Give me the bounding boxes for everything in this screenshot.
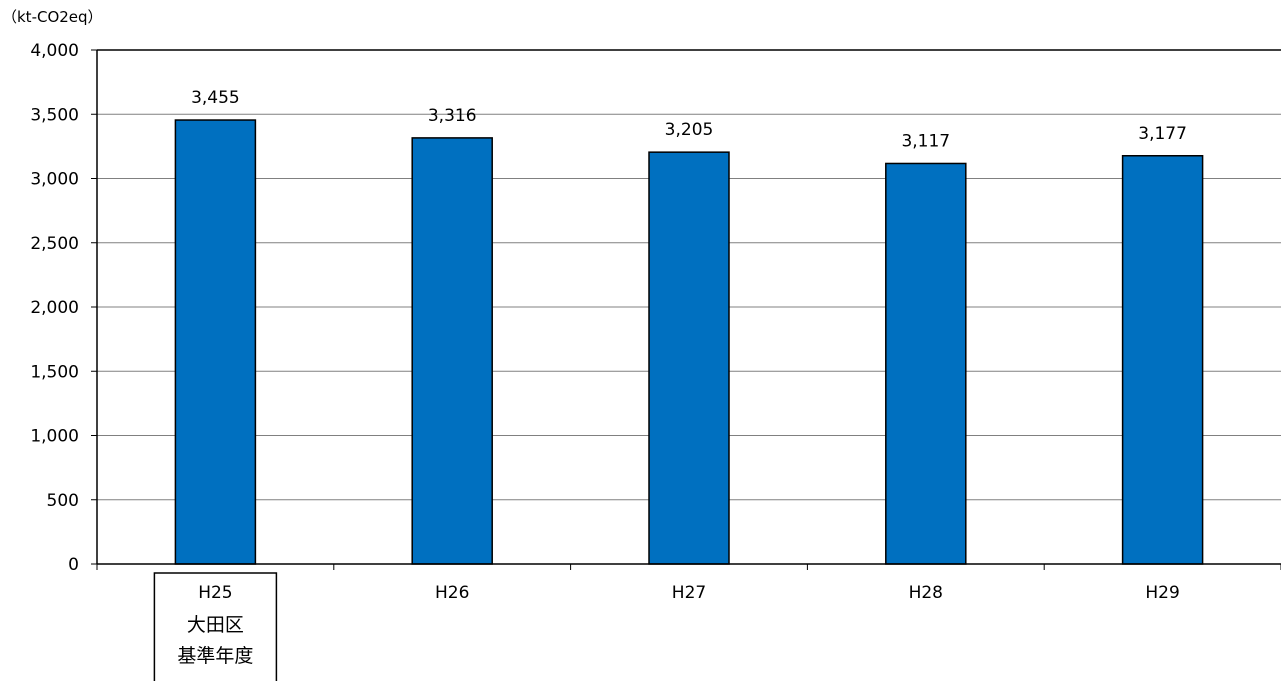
data-label: 3,205 bbox=[665, 120, 714, 140]
y-tick-label: 4,000 bbox=[30, 41, 79, 61]
y-tick-labels: 0 500 1,000 1,500 2,000 2,500 3,000 3,500 4,000 bbox=[30, 41, 79, 575]
data-label: 3,117 bbox=[901, 131, 950, 151]
base-year-note: 基準年度 bbox=[177, 645, 253, 667]
axes bbox=[91, 49, 1281, 570]
y-tick-label: 1,500 bbox=[30, 362, 79, 382]
y-tick-label: 500 bbox=[47, 491, 79, 511]
x-tick-label: H28 bbox=[909, 583, 943, 603]
bar bbox=[1121, 155, 1204, 565]
bar bbox=[174, 119, 257, 565]
y-tick-label: 2,000 bbox=[30, 298, 79, 318]
x-tick-label: H27 bbox=[672, 583, 706, 603]
y-tick-label: 1,000 bbox=[30, 427, 79, 447]
y-tick-label: 3,000 bbox=[30, 170, 79, 190]
base-year-note: 大田区 bbox=[187, 614, 244, 636]
data-labels: 3,455 3,316 3,205 3,117 3,177 bbox=[191, 88, 1187, 151]
y-tick-label: 2,500 bbox=[30, 234, 79, 254]
y-tick-label: 0 bbox=[68, 555, 79, 575]
data-label: 3,316 bbox=[428, 106, 477, 126]
bar bbox=[648, 151, 730, 565]
data-label: 3,455 bbox=[191, 88, 240, 108]
y-axis-unit-label: （kt-CO2eq） bbox=[2, 8, 103, 26]
data-label: 3,177 bbox=[1138, 124, 1187, 144]
bars bbox=[174, 119, 1204, 565]
y-tick-label: 3,500 bbox=[30, 105, 79, 125]
base-year-box bbox=[153, 572, 278, 681]
x-tick-label: H25 bbox=[198, 583, 232, 603]
bar bbox=[411, 137, 493, 565]
bar bbox=[885, 162, 967, 565]
x-tick-labels: H25 H26 H27 H28 H29 bbox=[198, 583, 1180, 603]
x-tick-label: H29 bbox=[1145, 583, 1179, 603]
x-tick-label: H26 bbox=[435, 583, 469, 603]
